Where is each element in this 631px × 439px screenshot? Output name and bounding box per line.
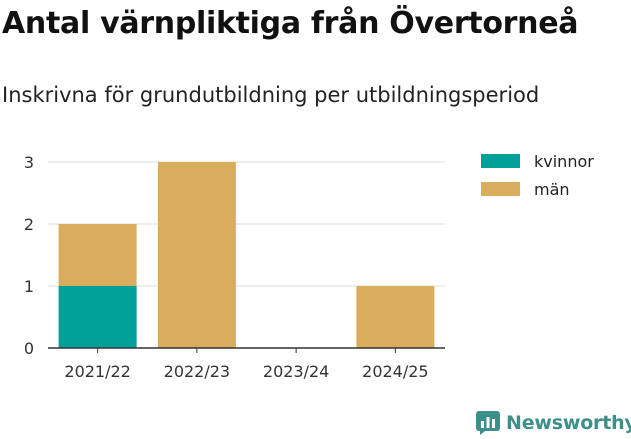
legend-label-man: män (534, 180, 570, 199)
bars (58, 162, 435, 348)
x-tick-label: 2021/22 (64, 362, 130, 381)
y-tick-label: 0 (24, 339, 34, 358)
y-tick-label: 2 (24, 215, 34, 234)
chart-subtitle: Inskrivna för grundutbildning per utbild… (2, 83, 540, 107)
x-tick-label: 2024/25 (362, 362, 428, 381)
bar-kvinnor-2021-22 (58, 286, 137, 348)
bar-man-2021-22 (58, 224, 137, 286)
x-tick-label: 2022/23 (164, 362, 230, 381)
axes: 0 1 2 3 2021/22 2022/23 2023/24 2024/25 (24, 153, 445, 381)
newsworthy-brand: Newsworthy (476, 407, 631, 439)
legend-label-kvinnor: kvinnor (534, 152, 594, 171)
brand-name: Newsworthy (506, 412, 631, 434)
bar-man-2024-25 (356, 286, 435, 348)
x-tick-label: 2023/24 (263, 362, 329, 381)
y-tick-label: 3 (24, 153, 34, 172)
chart-title: Antal värnpliktiga från Övertorneå (2, 6, 579, 41)
legend-swatch-man (481, 182, 520, 196)
bar-chart-logo-icon (476, 411, 500, 435)
legend: kvinnor män (481, 152, 594, 199)
legend-swatch-kvinnor (481, 154, 520, 168)
bar-man-2022-23 (157, 162, 236, 348)
y-tick-label: 1 (24, 277, 34, 296)
